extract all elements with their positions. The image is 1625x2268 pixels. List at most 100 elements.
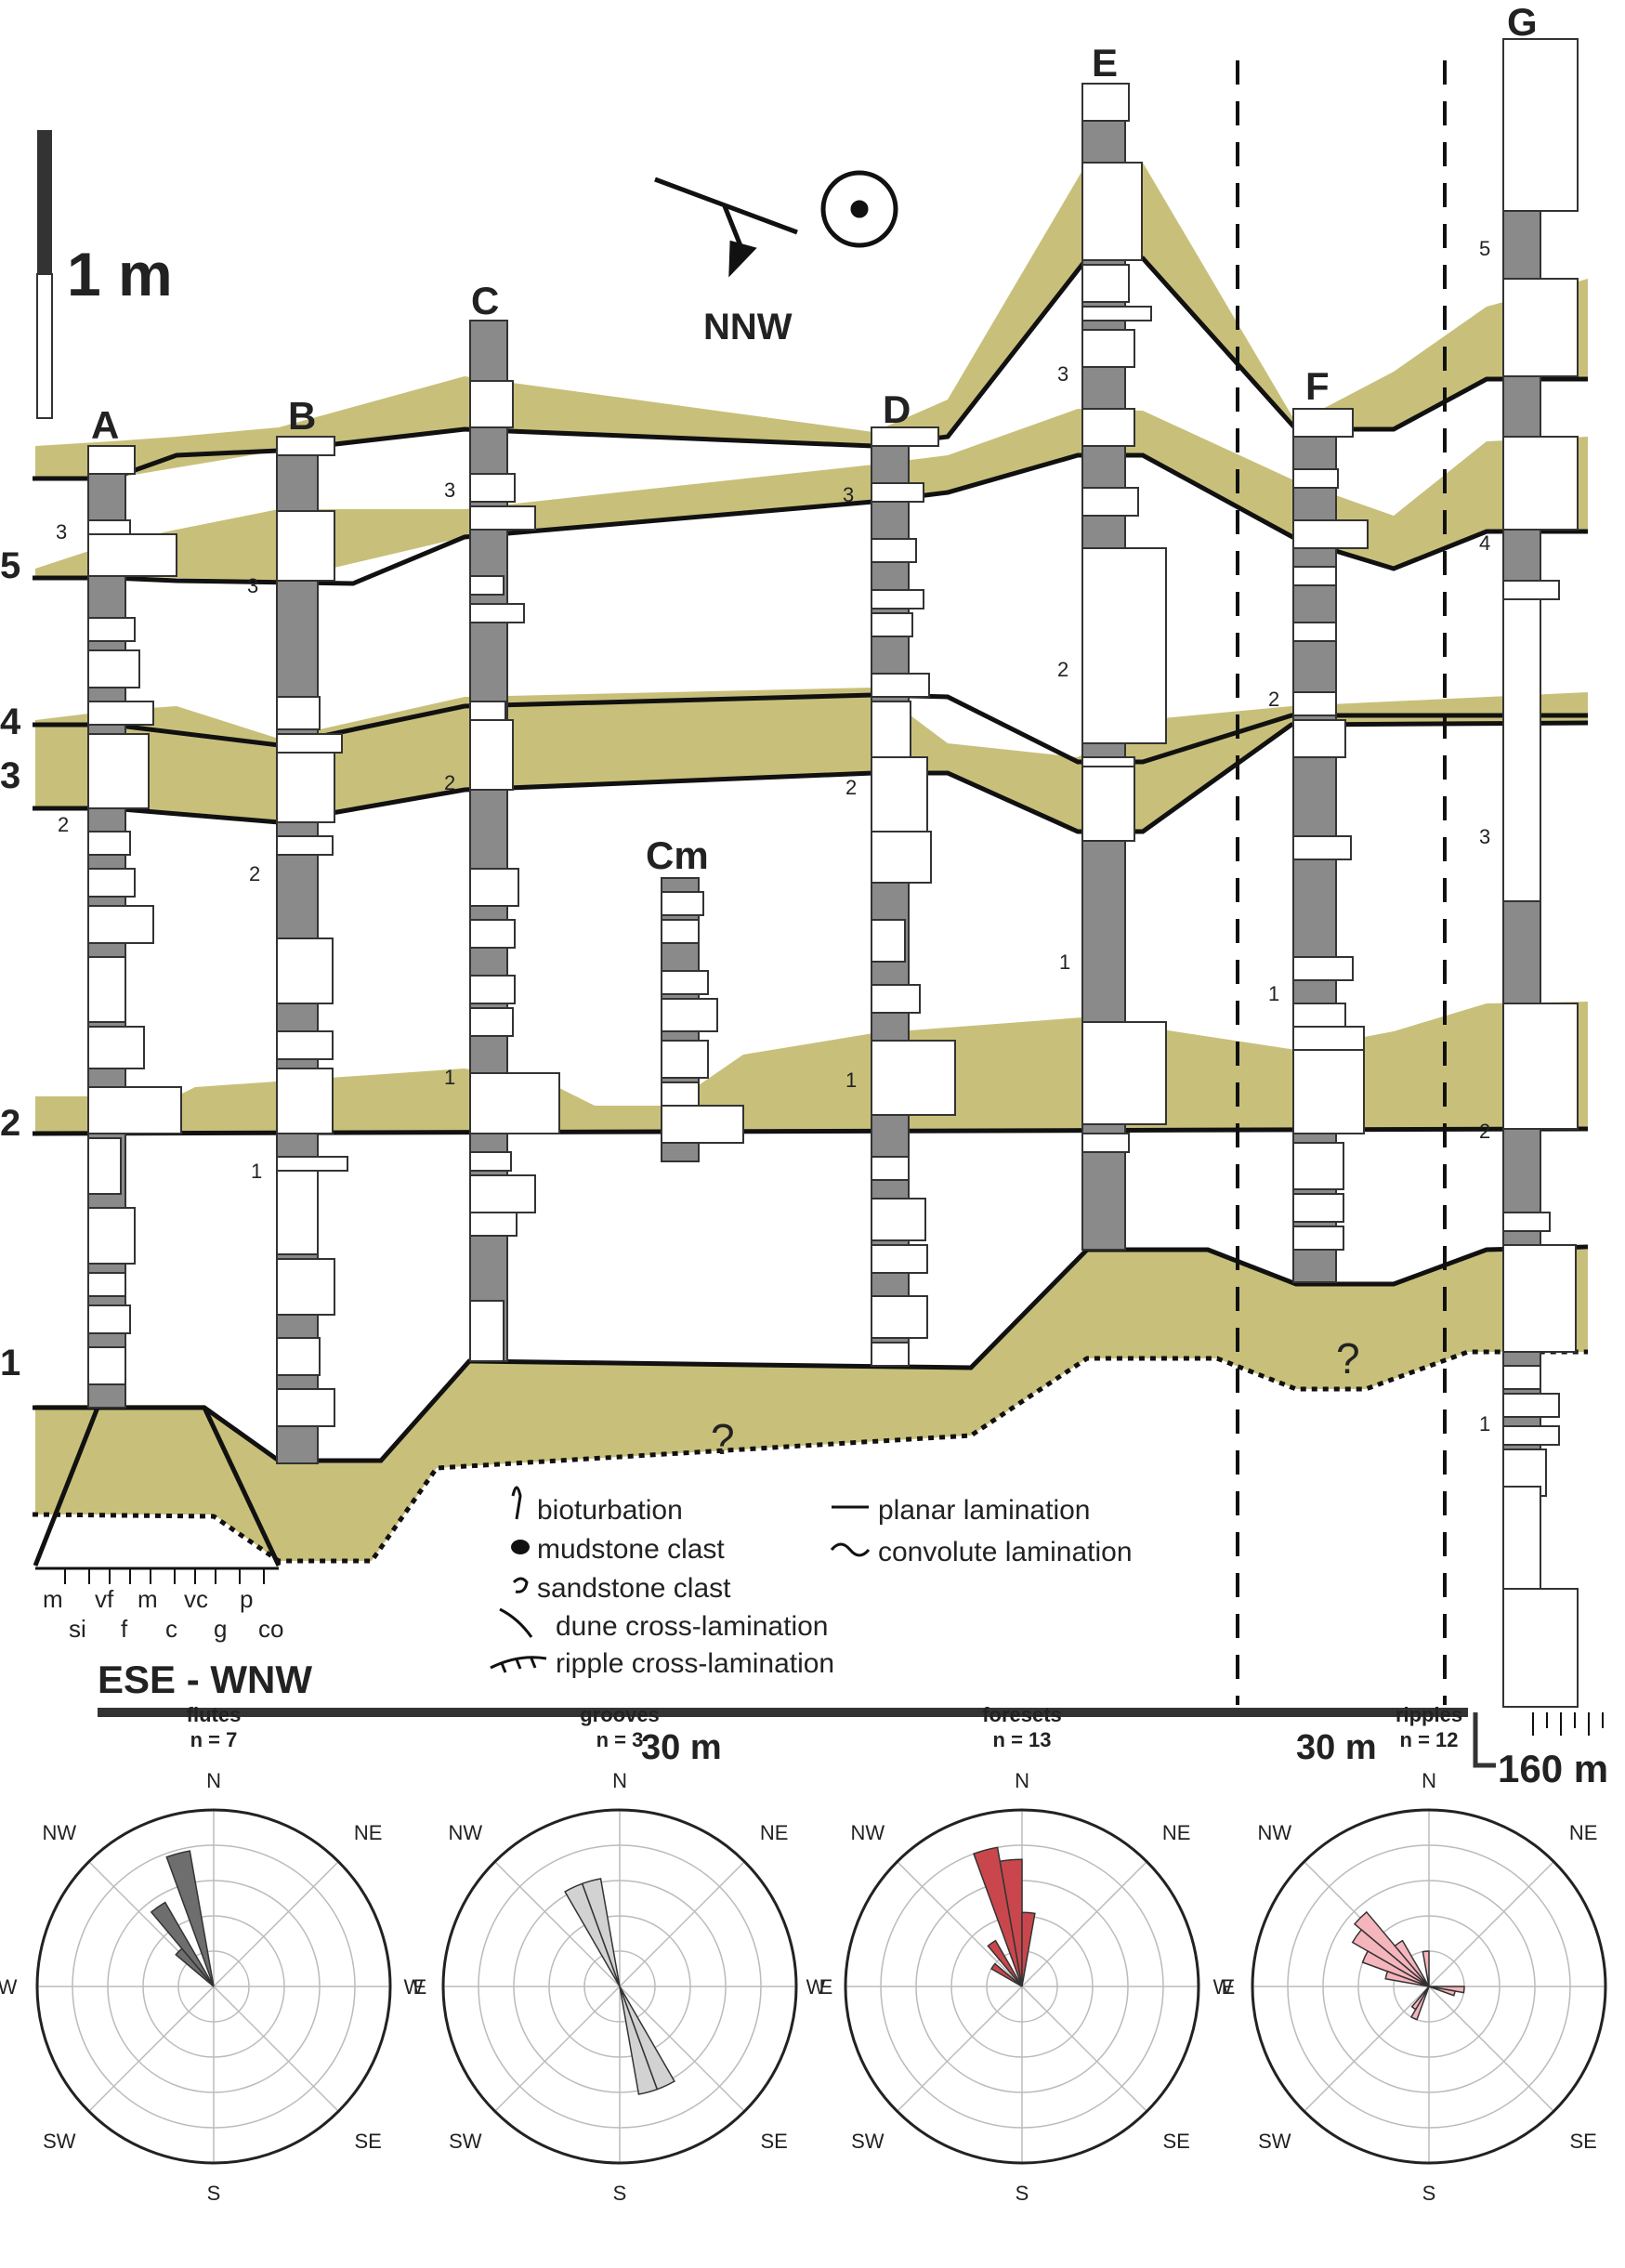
rose-petal	[175, 1947, 215, 1987]
grain-vf: vf	[95, 1585, 114, 1613]
ripple-symbol	[490, 1656, 547, 1673]
tick-D-1: 1	[845, 1068, 857, 1092]
rose-direction-ne: NE	[1162, 1821, 1191, 1844]
column-label-F: F	[1305, 364, 1330, 408]
grain-si: si	[69, 1615, 86, 1643]
horizon-1: 1	[0, 1343, 20, 1383]
tick-D-3: 3	[843, 483, 854, 506]
rose-petal	[150, 1901, 215, 1987]
column-label-D: D	[883, 387, 911, 431]
rose-petal	[1394, 1939, 1430, 1987]
column-E	[1081, 83, 1167, 1251]
rose-direction-e: E	[819, 1975, 833, 1999]
column-A	[87, 445, 182, 1409]
legend: bioturbation mudstone clast sandstone cl…	[490, 1486, 1133, 1679]
horizon-5: 5	[0, 545, 20, 586]
horizon-2: 2	[0, 1103, 20, 1144]
transect-dist-2: 30 m	[1296, 1728, 1377, 1767]
grain-m2: m	[138, 1585, 158, 1613]
tick-C-1: 1	[444, 1066, 455, 1089]
tick-A-2: 2	[58, 813, 69, 836]
rose-direction-ne: NE	[354, 1821, 383, 1844]
tick-G-2: 2	[1479, 1120, 1490, 1143]
transect-dist-1: 30 m	[641, 1728, 722, 1767]
unknown-lower-boundaries	[32, 1349, 1588, 1564]
tick-C-2: 2	[444, 771, 455, 794]
rose-direction-sw: SW	[1258, 2130, 1291, 2153]
column-label-B: B	[288, 394, 316, 438]
rose-direction-n: N	[1015, 1769, 1029, 1792]
legend-bioturbation: bioturbation	[537, 1495, 683, 1526]
unknown-mark-2: ?	[1336, 1334, 1360, 1383]
legend-ripple: ripple cross-lamination	[556, 1648, 834, 1679]
sandstone-clast-symbol	[512, 1577, 529, 1593]
rose-direction-se: SE	[354, 2130, 381, 2153]
transect-dist-3: 160 m	[1498, 1747, 1608, 1790]
column-label-Cm: Cm	[646, 833, 709, 877]
horizon-4: 4	[0, 701, 21, 742]
rose-direction-w: W	[0, 1975, 18, 1999]
bioturbation-symbol	[511, 1486, 522, 1520]
column-label-C: C	[471, 279, 499, 322]
grain-size-scale: m vf m vc p si f c g co	[35, 1567, 283, 1643]
rose-direction-e: E	[1222, 1975, 1236, 1999]
legend-sandstone-clast: sandstone clast	[537, 1573, 731, 1604]
rose-petal	[1351, 1928, 1430, 1987]
dune-symbol	[499, 1607, 533, 1638]
rose-direction-s: S	[613, 2182, 627, 2205]
legend-mudstone-clast: mudstone clast	[537, 1534, 725, 1565]
grain-f: f	[121, 1615, 128, 1643]
scale-bar-label: 1 m	[67, 240, 173, 308]
rose-direction-ne: NE	[1569, 1821, 1598, 1844]
tick-G-3: 3	[1479, 825, 1490, 848]
rose-petal	[581, 1878, 621, 1987]
rose-direction-sw: SW	[449, 2130, 482, 2153]
grain-co: co	[258, 1615, 283, 1643]
rose-petal	[1428, 1986, 1456, 1997]
rose-petal	[165, 1850, 215, 1987]
tick-F-2: 2	[1268, 688, 1279, 711]
convolute-symbol	[830, 1542, 871, 1557]
rose-direction-s: S	[1016, 2182, 1029, 2205]
grain-m: m	[43, 1585, 63, 1613]
column-B	[276, 436, 348, 1464]
rose-title: foresets	[982, 1703, 1062, 1726]
rose-direction-nw: NW	[449, 1821, 483, 1844]
unknown-mark-1: ?	[711, 1415, 735, 1463]
rose-title: flutes	[187, 1703, 242, 1726]
legend-dune: dune cross-lamination	[556, 1611, 828, 1642]
rose-direction-se: SE	[1162, 2130, 1189, 2153]
orientation-label: NNW	[703, 307, 793, 347]
unknown-marks: ? ?	[711, 1334, 1360, 1463]
rose-direction-nw: NW	[851, 1821, 885, 1844]
rose-direction-nw: NW	[43, 1821, 77, 1844]
transect: ESE - WNW 30 m 30 m 160 m	[98, 1658, 1608, 1790]
column-labels: A B C Cm D E F G	[91, 0, 1538, 877]
rose-direction-sw: SW	[43, 2130, 76, 2153]
rose-count: n = 13	[993, 1728, 1052, 1751]
tick-D-2: 2	[845, 776, 857, 799]
rose-direction-n: N	[612, 1769, 627, 1792]
basal-outline	[33, 1406, 282, 1567]
rose-count: n = 3	[596, 1728, 644, 1751]
horizon-labels: 1 2 3 4 5	[0, 545, 21, 1383]
rose-direction-e: E	[413, 1975, 427, 1999]
column-D	[871, 426, 956, 1367]
rose-count: n = 7	[190, 1728, 238, 1751]
legend-convolute: convolute lamination	[878, 1537, 1133, 1567]
tick-E-2: 2	[1057, 658, 1068, 681]
rose-petal	[987, 1939, 1023, 1987]
rose-petal	[990, 1962, 1023, 1987]
grain-vc: vc	[184, 1585, 208, 1613]
rose-title: grooves	[580, 1703, 660, 1726]
rose-direction-s: S	[207, 2182, 221, 2205]
rose-petal	[973, 1846, 1023, 1987]
rose-direction-n: N	[206, 1769, 221, 1792]
rose-direction-ne: NE	[760, 1821, 789, 1844]
tick-B-3: 3	[247, 574, 258, 597]
tick-C-3: 3	[444, 479, 455, 502]
